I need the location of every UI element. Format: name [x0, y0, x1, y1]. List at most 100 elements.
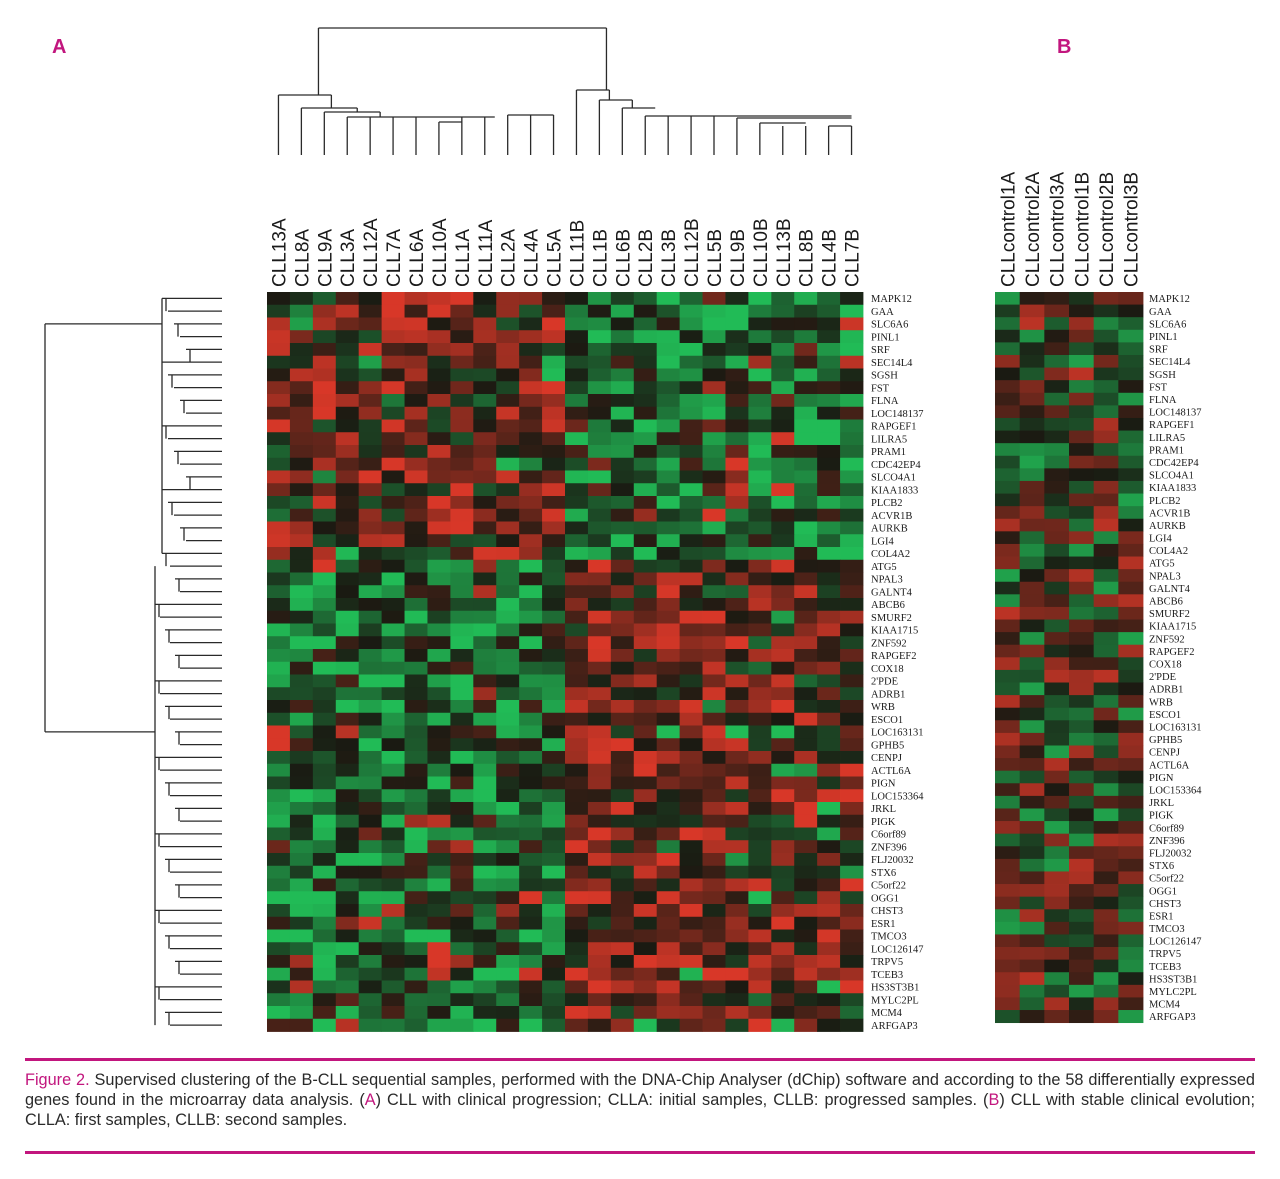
- row-label: GPHB5: [1149, 735, 1182, 746]
- heatmap-cell: [610, 661, 635, 675]
- heatmap-cell: [381, 814, 405, 828]
- heatmap-cell: [995, 480, 1021, 494]
- column-label: CLL2B: [636, 229, 657, 287]
- heatmap-cell: [289, 572, 314, 586]
- heatmap-cell: [427, 738, 451, 752]
- heatmap-cell: [519, 649, 543, 663]
- heatmap-cell: [289, 585, 314, 599]
- heatmap-cell: [702, 304, 726, 318]
- heatmap-cell: [610, 317, 635, 331]
- heatmap-cell: [771, 687, 795, 701]
- heatmap-cell: [656, 623, 681, 637]
- heatmap-cell: [1044, 594, 1070, 608]
- heatmap-cell: [656, 610, 681, 624]
- row-label: STX6: [1149, 861, 1174, 872]
- heatmap-cell: [289, 610, 314, 624]
- heatmap-cell: [995, 632, 1021, 646]
- heatmap-cell: [427, 381, 451, 395]
- heatmap-cell: [995, 846, 1021, 860]
- heatmap-cell: [565, 623, 589, 637]
- heatmap-cell: [358, 712, 383, 726]
- heatmap-cell: [404, 508, 428, 522]
- heatmap-cell: [679, 547, 703, 561]
- row-label: CHST3: [871, 906, 903, 917]
- heatmap-cell: [633, 572, 658, 586]
- row-label: HS3ST3B1: [1149, 974, 1197, 985]
- heatmap-cell: [427, 776, 451, 790]
- heatmap-cell: [267, 725, 291, 739]
- row-label: FLJ20032: [871, 855, 914, 866]
- heatmap-cell: [1093, 795, 1119, 809]
- heatmap-cell: [995, 606, 1021, 620]
- heatmap-cell: [725, 355, 749, 369]
- heatmap-cell: [1019, 443, 1045, 457]
- heatmap-cell: [1093, 871, 1119, 885]
- heatmap-cell: [656, 904, 681, 918]
- heatmap-cell: [995, 556, 1021, 570]
- heatmap-cell: [1044, 506, 1070, 520]
- heatmap-cell: [610, 725, 635, 739]
- heatmap-cell: [542, 700, 566, 714]
- caption-text-2: ) CLL with clinical progression; CLLA: i…: [375, 1091, 989, 1109]
- heatmap-cell: [312, 776, 337, 790]
- heatmap-cell: [794, 355, 818, 369]
- heatmap-cell: [725, 1006, 749, 1020]
- heatmap-cell: [519, 1006, 543, 1020]
- heatmap-cell: [404, 317, 428, 331]
- heatmap-cell: [1069, 896, 1095, 910]
- heatmap-cell: [450, 406, 474, 420]
- column-labels-a: CLL13A CLL8A CLL9A CLL3A CLL12A CLL7A CLL6A CLL…: [270, 218, 864, 287]
- heatmap-cell: [1044, 468, 1070, 482]
- heatmap-cell: [427, 853, 451, 867]
- heatmap-cell: [450, 827, 474, 841]
- row-label: MYLC2PL: [1149, 987, 1197, 998]
- heatmap-cell: [748, 840, 772, 854]
- heatmap-cell: [1093, 367, 1119, 381]
- heatmap-cell: [817, 802, 841, 816]
- column-label: CLLcontrol1A: [998, 172, 1019, 287]
- heatmap-cell: [496, 878, 520, 892]
- heatmap-cell: [702, 636, 726, 650]
- heatmap-cell: [473, 929, 497, 943]
- heatmap-cell: [450, 368, 474, 382]
- column-label: CLL3B: [659, 229, 680, 287]
- heatmap-cell: [1069, 871, 1095, 885]
- column-label: CLL2A: [499, 229, 520, 287]
- heatmap-cell: [1093, 808, 1119, 822]
- heatmap-cell: [289, 445, 314, 459]
- heatmap-cell: [1044, 329, 1070, 343]
- heatmap-cell: [1044, 795, 1070, 809]
- heatmap-cell: [679, 776, 703, 790]
- heatmap-cell: [450, 776, 474, 790]
- heatmap-cell: [748, 967, 772, 981]
- heatmap-cell: [496, 980, 520, 994]
- column-label: CLL7B: [843, 229, 864, 287]
- heatmap-cell: [473, 687, 497, 701]
- heatmap-cell: [748, 610, 772, 624]
- heatmap-cell: [358, 763, 383, 777]
- row-label: ZNF396: [1149, 836, 1185, 847]
- heatmap-cell: [587, 521, 612, 535]
- heatmap-cell: [358, 865, 383, 879]
- heatmap-cell: [725, 865, 749, 879]
- heatmap-cell: [542, 649, 566, 663]
- heatmap-cell: [748, 559, 772, 573]
- heatmap-cell: [1118, 858, 1144, 872]
- heatmap-cell: [656, 942, 681, 956]
- heatmap-cell: [542, 368, 566, 382]
- heatmap-cell: [289, 802, 314, 816]
- heatmap-cell: [289, 368, 314, 382]
- heatmap-cell: [289, 712, 314, 726]
- heatmap-cell: [404, 343, 428, 357]
- heatmap-cell: [473, 700, 497, 714]
- heatmap-cell: [817, 712, 841, 726]
- caption-figure-label: Figure 2.: [25, 1071, 90, 1089]
- row-label: PLCB2: [871, 498, 903, 509]
- heatmap-cell: [404, 814, 428, 828]
- heatmap-cell: [817, 967, 841, 981]
- heatmap-cell: [473, 993, 497, 1007]
- heatmap-cell: [679, 738, 703, 752]
- heatmap-cell: [725, 547, 749, 561]
- heatmap-cell: [358, 343, 383, 357]
- heatmap-cell: [817, 955, 841, 969]
